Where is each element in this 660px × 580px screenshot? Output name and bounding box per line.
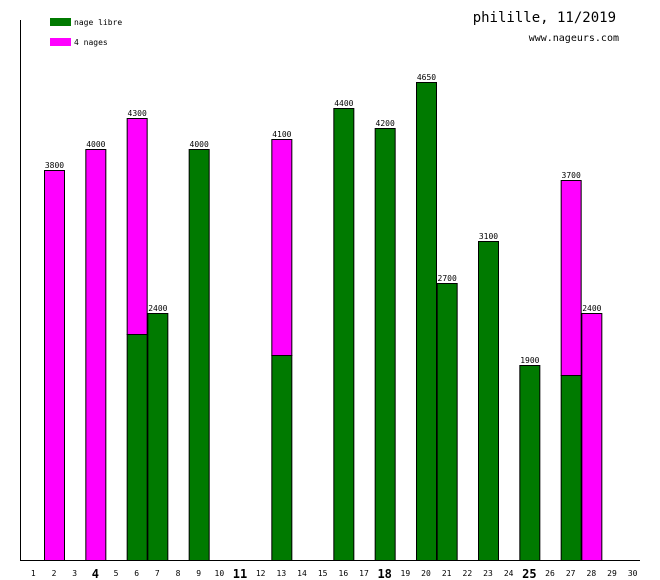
x-tick-label-29: 29: [607, 569, 617, 578]
legend-swatch-4-nages: [50, 38, 71, 46]
x-tick-label-26: 26: [545, 569, 555, 578]
bar-4-nages-2: [44, 170, 65, 561]
data-label-20: 4650: [417, 73, 436, 82]
legend: nage libre 4 nages: [50, 18, 122, 47]
x-tick-label-25: 25: [522, 567, 536, 580]
x-tick-label-15: 15: [318, 569, 328, 578]
x-tick-label-14: 14: [297, 569, 307, 578]
bar-nage-libre-13: [271, 355, 293, 561]
data-label-16: 4400: [334, 99, 353, 108]
bar-nage-libre-25: [519, 365, 541, 561]
x-tick-label-7: 7: [155, 569, 160, 578]
x-tick-label-11: 11: [233, 567, 247, 580]
data-label-2: 3800: [45, 161, 64, 170]
x-tick-label-5: 5: [114, 569, 119, 578]
bar-nage-libre-27: [560, 375, 582, 561]
data-label-28: 2400: [582, 304, 601, 313]
bar-nage-libre-7: [147, 313, 169, 561]
bar-nage-libre-18: [374, 128, 396, 561]
x-tick-label-1: 1: [31, 569, 36, 578]
x-tick-label-2: 2: [52, 569, 57, 578]
x-tick-label-6: 6: [134, 569, 139, 578]
x-tick-label-4: 4: [92, 567, 99, 580]
x-tick-label-24: 24: [504, 569, 514, 578]
x-tick-label-13: 13: [277, 569, 287, 578]
x-tick-labels: 1 2 3 4 5 6 7 8 9 10 11 12 13 14 15 16 17 18 19 20 21 22 23 24 2…: [31, 567, 638, 580]
x-tick-label-20: 20: [421, 569, 431, 578]
x-tick-label-10: 10: [215, 569, 225, 578]
bar-4-nages-6: [126, 118, 148, 335]
site-url: www.nageurs.com: [529, 33, 619, 44]
data-label-9: 4000: [190, 140, 209, 149]
data-label-23: 3100: [479, 232, 498, 241]
x-tick-label-22: 22: [463, 569, 473, 578]
x-tick-label-9: 9: [196, 569, 201, 578]
x-tick-label-18: 18: [377, 567, 391, 580]
chart-title: philille, 11/2019: [473, 10, 616, 26]
data-label-6: 4300: [128, 109, 147, 118]
bar-4-nages-28: [581, 313, 603, 561]
data-label-27: 3700: [562, 171, 581, 180]
legend-label-4-nages: 4 nages: [74, 38, 108, 47]
bar-4-nages-27: [560, 180, 582, 376]
legend-swatch-nage-libre: [50, 18, 71, 26]
x-tick-label-12: 12: [256, 569, 266, 578]
legend-label-nage-libre: nage libre: [74, 18, 122, 27]
bars-layer: [44, 82, 603, 561]
data-label-25: 1900: [520, 356, 539, 365]
data-label-13: 4100: [272, 130, 291, 139]
bar-4-nages-4: [85, 149, 107, 561]
x-tick-label-28: 28: [587, 569, 597, 578]
bar-nage-libre-21: [436, 283, 458, 561]
data-labels-layer: 3800 4000 4300 2400 4000 4100 4400 4200 4650 2700…: [45, 73, 602, 365]
data-label-21: 2700: [438, 274, 457, 283]
bar-nage-libre-16: [333, 108, 355, 561]
x-tick-label-8: 8: [176, 569, 181, 578]
x-tick-label-30: 30: [628, 569, 638, 578]
x-tick-label-21: 21: [442, 569, 452, 578]
bar-nage-libre-23: [478, 241, 499, 561]
x-tick-label-16: 16: [339, 569, 349, 578]
x-tick-label-27: 27: [566, 569, 576, 578]
x-tick-label-23: 23: [483, 569, 493, 578]
x-tick-label-3: 3: [72, 569, 77, 578]
data-label-7: 2400: [148, 304, 167, 313]
bar-nage-libre-9: [188, 149, 210, 561]
bar-nage-libre-20: [416, 82, 437, 561]
bar-nage-libre-6: [126, 334, 148, 561]
bar-4-nages-13: [271, 139, 293, 356]
data-label-4: 4000: [86, 140, 105, 149]
data-label-18: 4200: [376, 119, 395, 128]
x-tick-label-17: 17: [359, 569, 369, 578]
x-tick-label-19: 19: [401, 569, 411, 578]
